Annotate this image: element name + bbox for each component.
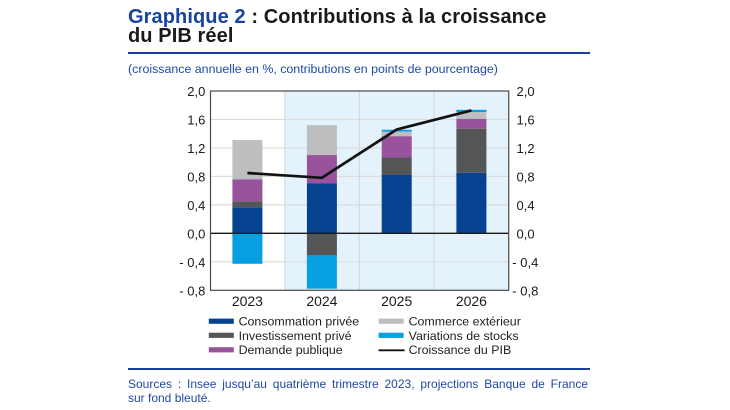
svg-text:Croissance du PIB: Croissance du PIB — [409, 343, 512, 357]
svg-text:- 0,4: - 0,4 — [179, 255, 205, 270]
svg-text:Demande publique: Demande publique — [239, 343, 343, 357]
svg-text:Investissement privé: Investissement privé — [239, 329, 352, 343]
svg-text:1,6: 1,6 — [517, 113, 535, 128]
svg-text:- 0,8: - 0,8 — [512, 284, 538, 299]
svg-text:2024: 2024 — [306, 293, 337, 309]
svg-text:1,2: 1,2 — [187, 141, 205, 156]
svg-text:0,8: 0,8 — [517, 170, 535, 185]
svg-text:Variations de stocks: Variations de stocks — [409, 329, 519, 343]
svg-text:1,2: 1,2 — [517, 141, 535, 156]
svg-text:1,6: 1,6 — [187, 113, 205, 128]
svg-text:Consommation privée: Consommation privée — [239, 315, 360, 329]
svg-text:- 0,4: - 0,4 — [512, 255, 538, 270]
svg-text:0,0: 0,0 — [187, 227, 205, 242]
svg-text:- 0,8: - 0,8 — [179, 284, 205, 299]
svg-text:2025: 2025 — [381, 293, 412, 309]
svg-text:0,8: 0,8 — [187, 170, 205, 185]
svg-text:0,4: 0,4 — [187, 198, 205, 213]
svg-text:Commerce extérieur: Commerce extérieur — [409, 315, 521, 329]
svg-text:2023: 2023 — [232, 293, 263, 309]
svg-text:2,0: 2,0 — [517, 84, 535, 99]
svg-text:0,4: 0,4 — [517, 198, 535, 213]
svg-text:0,0: 0,0 — [517, 227, 535, 242]
svg-text:2,0: 2,0 — [187, 84, 205, 99]
svg-text:2026: 2026 — [456, 293, 487, 309]
